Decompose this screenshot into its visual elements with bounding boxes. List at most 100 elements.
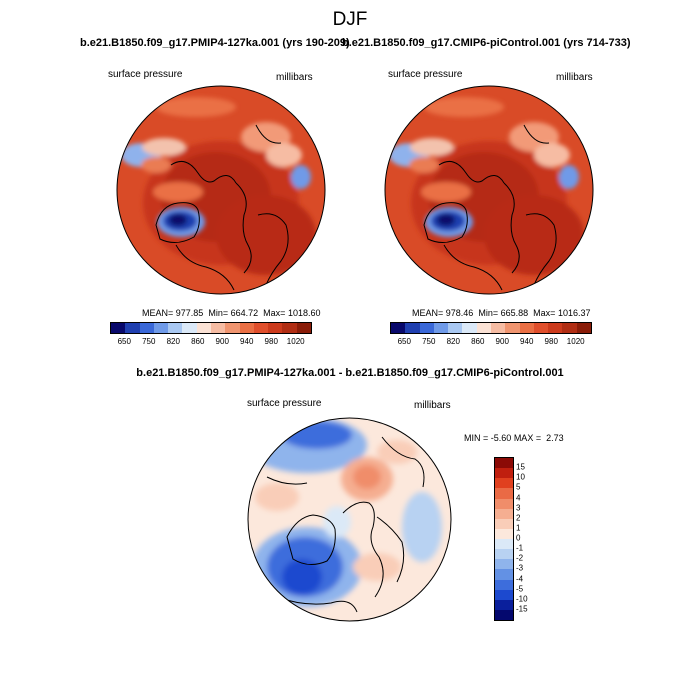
colorbar-difference-swatch xyxy=(495,579,513,590)
colorbar-difference-tick: 15 xyxy=(516,462,525,472)
colorbar-left-ticks: 650 750 820 860 900 940 980 1020 xyxy=(110,337,310,349)
map-right xyxy=(384,85,594,295)
panel-diff-stats: MIN = -5.60 MAX = 2.73 xyxy=(464,433,564,443)
colorbar-difference-swatch xyxy=(495,559,513,570)
colorbar-left-swatch xyxy=(282,323,297,333)
colorbar-right-swatch xyxy=(476,323,491,333)
colorbar-left-swatch xyxy=(153,323,169,333)
colorbar-difference-tick: -3 xyxy=(516,563,524,573)
colorbar-left-swatch xyxy=(168,323,183,333)
colorbar-left-tick: 820 xyxy=(166,337,180,346)
colorbar-right-swatch xyxy=(505,323,520,333)
colorbar-right xyxy=(390,322,592,334)
panel-right-units: millibars xyxy=(556,72,593,83)
colorbar-left-tick: 900 xyxy=(215,337,229,346)
colorbar-difference-ticks: 15 10 5 4 3 2 1 0 -1 -2 -3 -4 -5 -10 -15 xyxy=(516,457,546,619)
colorbar-left-swatch xyxy=(196,323,211,333)
colorbar-right-swatch xyxy=(462,323,477,333)
coastlines xyxy=(266,436,425,613)
colorbar-right-tick: 650 xyxy=(397,337,411,346)
colorbar-difference-tick: 1 xyxy=(516,523,521,533)
colorbar-difference-tick: -10 xyxy=(516,594,528,604)
colorbar-left-tick: 650 xyxy=(117,337,131,346)
colorbar-right-tick: 860 xyxy=(471,337,485,346)
panel-left-stats: MEAN= 977.85 Min= 664.72 Max= 1018.60 xyxy=(142,308,321,318)
colorbar-right-swatch xyxy=(562,323,577,333)
colorbar-right-swatch xyxy=(433,323,449,333)
colorbar-difference-tick: -2 xyxy=(516,553,524,563)
colorbar-left-tick: 940 xyxy=(240,337,254,346)
colorbar-difference-tick: -1 xyxy=(516,543,524,553)
colorbar-difference-tick: 10 xyxy=(516,472,525,482)
colorbar-left-swatch xyxy=(125,323,140,333)
colorbar-left-tick: 860 xyxy=(191,337,205,346)
colorbar-difference-tick: 5 xyxy=(516,482,521,492)
panel-diff-variable: surface pressure xyxy=(247,398,322,409)
colorbar-right-tick: 820 xyxy=(446,337,460,346)
panel-left-case: b.e21.B1850.f09_g17.PMIP4-127ka.001 (yrs… xyxy=(80,37,350,49)
colorbar-difference-swatch xyxy=(495,539,513,550)
map-left xyxy=(116,85,326,295)
colorbar-right-tick: 900 xyxy=(495,337,509,346)
colorbar-left-swatch xyxy=(253,323,269,333)
colorbar-left-swatch xyxy=(182,323,197,333)
colorbar-left-swatch xyxy=(111,323,126,333)
colorbar-right-tick: 940 xyxy=(520,337,534,346)
colorbar-difference-swatch xyxy=(495,458,513,469)
colorbar-left-tick: 1020 xyxy=(286,337,305,346)
colorbar-difference-tick: -15 xyxy=(516,604,528,614)
colorbar-difference-swatch xyxy=(495,589,513,600)
panel-left-variable: surface pressure xyxy=(108,69,183,80)
colorbar-right-swatch xyxy=(448,323,463,333)
colorbar-difference-tick: -4 xyxy=(516,574,524,583)
colorbar-left-swatch xyxy=(239,323,254,333)
colorbar-difference-swatch xyxy=(495,549,513,560)
colorbar-difference-swatch xyxy=(495,518,513,529)
colorbar-difference-tick: 2 xyxy=(516,513,521,523)
colorbar-difference-swatch xyxy=(495,488,513,499)
figure-title: DJF xyxy=(332,9,368,30)
coastlines xyxy=(155,124,289,291)
colorbar-left-swatch xyxy=(210,323,226,333)
colorbar-difference-swatch xyxy=(495,468,513,479)
panel-diff-case: b.e21.B1850.f09_g17.PMIP4-127ka.001 - b.… xyxy=(136,367,564,379)
colorbar-difference-swatch xyxy=(495,569,513,580)
colorbar-right-swatch xyxy=(405,323,420,333)
colorbar-right-swatch xyxy=(548,323,563,333)
greenland-low xyxy=(425,207,473,237)
colorbar-difference-tick: 3 xyxy=(516,503,521,513)
colorbar-difference-swatch xyxy=(495,498,513,509)
colorbar-right-swatch xyxy=(519,323,534,333)
colorbar-difference-swatch xyxy=(495,599,513,610)
greenland-low xyxy=(157,207,205,237)
colorbar-difference-swatch xyxy=(495,508,513,519)
colorbar-right-swatch xyxy=(576,323,591,333)
colorbar-difference-swatch xyxy=(495,528,513,539)
colorbar-right-ticks: 650 750 820 860 900 940 980 1020 xyxy=(390,337,590,349)
colorbar-left-tick: 750 xyxy=(142,337,156,346)
coastlines xyxy=(423,124,557,291)
colorbar-difference-tick: 0 xyxy=(516,533,521,543)
colorbar-difference-swatch xyxy=(495,478,513,489)
colorbar-difference-swatch xyxy=(495,609,513,620)
colorbar-left-swatch xyxy=(225,323,240,333)
map-difference xyxy=(247,417,452,622)
panel-right-stats: MEAN= 978.46 Min= 665.88 Max= 1016.37 xyxy=(412,308,591,318)
colorbar-left-swatch xyxy=(268,323,283,333)
panel-right-case: b.e21.B1850.f09_g17.CMIP6-piControl.001 … xyxy=(342,37,631,49)
colorbar-left xyxy=(110,322,312,334)
colorbar-right-swatch xyxy=(490,323,506,333)
colorbar-right-tick: 750 xyxy=(422,337,436,346)
colorbar-right-swatch xyxy=(533,323,549,333)
colorbar-difference xyxy=(494,457,514,621)
colorbar-right-swatch xyxy=(419,323,434,333)
panel-right-variable: surface pressure xyxy=(388,69,463,80)
colorbar-right-swatch xyxy=(391,323,406,333)
colorbar-difference-tick: -5 xyxy=(516,584,524,594)
colorbar-left-swatch xyxy=(139,323,154,333)
colorbar-right-tick: 980 xyxy=(544,337,558,346)
colorbar-left-swatch xyxy=(296,323,311,333)
colorbar-left-tick: 980 xyxy=(264,337,278,346)
colorbar-right-tick: 1020 xyxy=(566,337,585,346)
panel-left-units: millibars xyxy=(276,72,313,83)
